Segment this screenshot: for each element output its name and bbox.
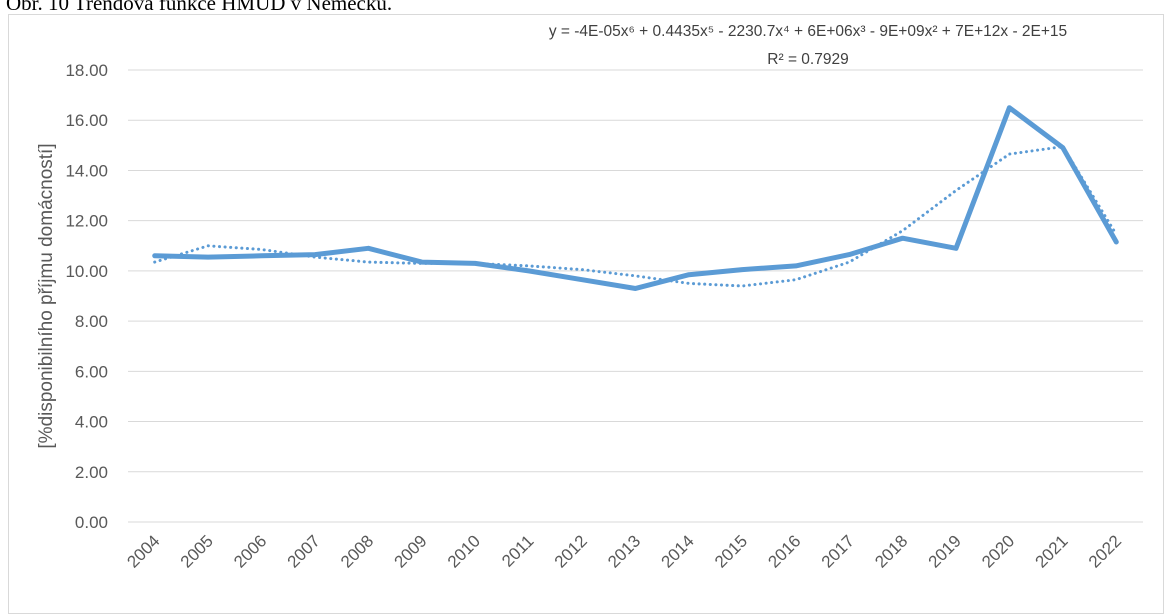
gridlines — [128, 69, 1143, 523]
y-tick-label: 14.00 — [65, 161, 108, 180]
x-tick-label: 2021 — [1032, 531, 1072, 571]
x-tick-label: 2022 — [1085, 531, 1125, 571]
x-tick-label: 2004 — [123, 531, 163, 571]
x-tick-label: 2005 — [177, 531, 217, 571]
y-tick-label: 12.00 — [65, 212, 108, 231]
y-tick-label: 6.00 — [75, 362, 108, 381]
y-tick-label: 10.00 — [65, 262, 108, 281]
series-group — [152, 105, 1119, 291]
x-tick-label: 2016 — [764, 531, 804, 571]
x-tick-label: 2006 — [230, 531, 270, 571]
chart-area — [8, 14, 1164, 614]
series-line-hmud — [152, 105, 1119, 291]
x-tick-label: 2009 — [390, 531, 430, 571]
x-tick-label: 2019 — [925, 531, 965, 571]
x-tick-label: 2020 — [978, 531, 1018, 571]
x-axis-ticks: 2004 2005 2006 2007 2008 2009 2010 2011 2012 2013… — [123, 531, 1125, 571]
y-tick-label: 0.00 — [75, 513, 108, 532]
x-tick-label: 2012 — [551, 531, 591, 571]
y-tick-label: 2.00 — [75, 463, 108, 482]
trendline-polynomial — [153, 145, 1118, 288]
figure-caption: Obr. 10 Trendová funkce HMUD v Německu. — [6, 0, 393, 15]
x-tick-label: 2013 — [604, 531, 644, 571]
r-squared-label: R² = 0.7929 — [767, 51, 848, 68]
y-tick-label: 4.00 — [75, 413, 108, 432]
x-tick-label: 2008 — [337, 531, 377, 571]
y-tick-label: 8.00 — [75, 312, 108, 331]
y-axis-label: [%disponibilního příjmu domácností] — [36, 143, 57, 448]
x-tick-label: 2007 — [284, 531, 324, 571]
x-tick-label: 2011 — [498, 531, 537, 570]
x-tick-label: 2010 — [444, 531, 484, 571]
x-tick-label: 2018 — [871, 531, 911, 571]
trendline-equation: y = -4E-05x⁶ + 0.4435x⁵ - 2230.7x⁴ + 6E+… — [549, 23, 1067, 40]
x-tick-label: 2014 — [658, 531, 698, 571]
y-tick-label: 18.00 — [65, 61, 108, 80]
x-tick-label: 2015 — [711, 531, 751, 571]
y-axis-ticks: 0.00 2.00 4.00 6.00 8.00 10.00 12.00 14.00 16.00… — [65, 61, 108, 532]
y-tick-label: 16.00 — [65, 111, 108, 130]
x-tick-label: 2017 — [818, 531, 858, 571]
